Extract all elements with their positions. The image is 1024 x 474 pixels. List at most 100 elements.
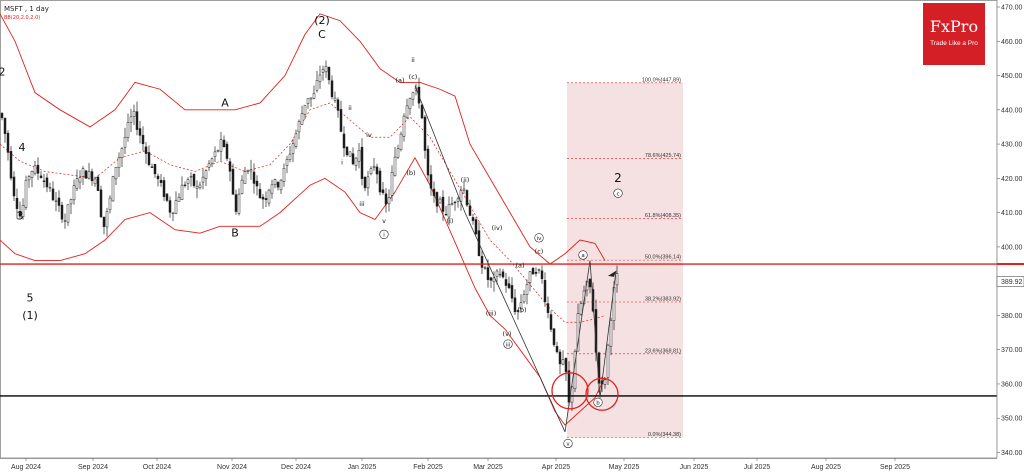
candle <box>552 328 556 347</box>
candle <box>330 75 334 100</box>
candle-body <box>297 121 301 133</box>
candle <box>252 163 256 194</box>
highlight-circle <box>551 372 589 410</box>
candle <box>381 181 385 195</box>
candle-body <box>423 116 427 151</box>
candle-body <box>444 213 448 216</box>
candle <box>447 196 451 226</box>
candle <box>147 145 151 167</box>
candle-body <box>426 148 430 176</box>
price-axis-bg <box>997 0 1024 474</box>
candle-body <box>537 269 541 271</box>
candle <box>201 168 205 190</box>
candle-body <box>21 204 25 217</box>
candle <box>342 126 346 157</box>
candle-body <box>57 197 61 206</box>
candle-body <box>201 176 205 183</box>
candle <box>132 104 136 126</box>
bollinger-middle <box>0 102 606 323</box>
wave-minor-label: (v) <box>503 330 512 338</box>
candle <box>615 265 619 293</box>
candle-body <box>105 211 109 228</box>
candle-body <box>117 157 121 168</box>
plot-area: 100.0%(447.89) 78.6%(425.74) 61.8%(408.35)… <box>0 0 998 459</box>
candle-body <box>528 271 532 284</box>
candle-body <box>285 159 289 166</box>
y-tick-label: 380.00 <box>1001 313 1023 320</box>
wave-circled-marker <box>613 188 623 198</box>
y-tick-label: 420.00 <box>1001 176 1023 183</box>
candle <box>432 181 436 203</box>
candle <box>54 192 58 212</box>
candle <box>150 163 154 168</box>
candle <box>420 104 424 120</box>
candle-body <box>342 133 346 149</box>
x-tick-label: Sep 2024 <box>78 464 108 471</box>
candle-body <box>276 182 280 188</box>
y-tick-label: 460.00 <box>1001 39 1023 46</box>
y-tick-label: 400.00 <box>1001 244 1023 251</box>
candle <box>462 181 466 194</box>
candle <box>384 188 388 213</box>
candle-body <box>348 151 352 157</box>
wave-circled-marker <box>593 397 603 407</box>
candle-body <box>261 196 265 200</box>
candle-body <box>171 212 175 214</box>
y-tick-label: 370.00 <box>1001 347 1023 354</box>
candle <box>18 201 22 219</box>
candle <box>231 163 235 195</box>
candle <box>177 193 181 202</box>
candle-body <box>267 189 271 204</box>
candle-body <box>63 220 67 222</box>
wave-minor-label: ii <box>348 104 352 112</box>
candle-body <box>519 302 523 309</box>
candle <box>264 191 268 207</box>
candle <box>243 166 247 184</box>
candle <box>438 196 442 204</box>
candle-body <box>15 197 19 209</box>
candle <box>51 181 55 202</box>
candle-body <box>561 359 565 365</box>
candle <box>309 97 313 107</box>
candle-body <box>318 74 322 83</box>
candle <box>135 101 139 136</box>
candle <box>120 147 124 167</box>
fib-level-label: 38.2%(383.92) <box>645 296 681 302</box>
candle <box>501 268 505 279</box>
candle-body <box>99 189 103 218</box>
x-tick-label: Nov 2024 <box>217 464 247 471</box>
candle <box>510 277 514 303</box>
x-tick-label: Jan 2025 <box>348 464 377 471</box>
candle <box>507 276 511 290</box>
candle <box>423 115 427 159</box>
candle-body <box>606 344 610 378</box>
wave-label: 3 <box>17 209 24 222</box>
candle-body <box>210 158 214 164</box>
candle <box>348 151 352 157</box>
fib-level-label: 50.0%(396.14) <box>645 255 681 261</box>
candle-body <box>300 113 304 125</box>
candle <box>375 163 379 184</box>
candle-body <box>237 193 241 214</box>
candle <box>489 276 493 288</box>
candle-body <box>6 132 10 153</box>
wave-minor-label: (i) <box>447 217 454 225</box>
candle-body <box>168 200 172 213</box>
candle <box>393 146 397 177</box>
candle <box>504 272 508 293</box>
logo-tagline: Trade Like a Pro <box>930 40 978 47</box>
wave-minor-label: iv <box>366 131 372 139</box>
candle <box>246 169 250 174</box>
candle <box>57 190 61 213</box>
candle-body <box>498 273 502 276</box>
candle-body <box>33 165 37 174</box>
candle <box>387 189 391 212</box>
candle <box>285 155 289 174</box>
wave-minor-label: (iii) <box>486 309 497 317</box>
candle <box>528 271 532 292</box>
candle-body <box>357 150 361 162</box>
candle-body <box>333 97 337 101</box>
candle-body <box>135 111 139 130</box>
candle <box>123 127 127 155</box>
candle-body <box>486 267 490 281</box>
